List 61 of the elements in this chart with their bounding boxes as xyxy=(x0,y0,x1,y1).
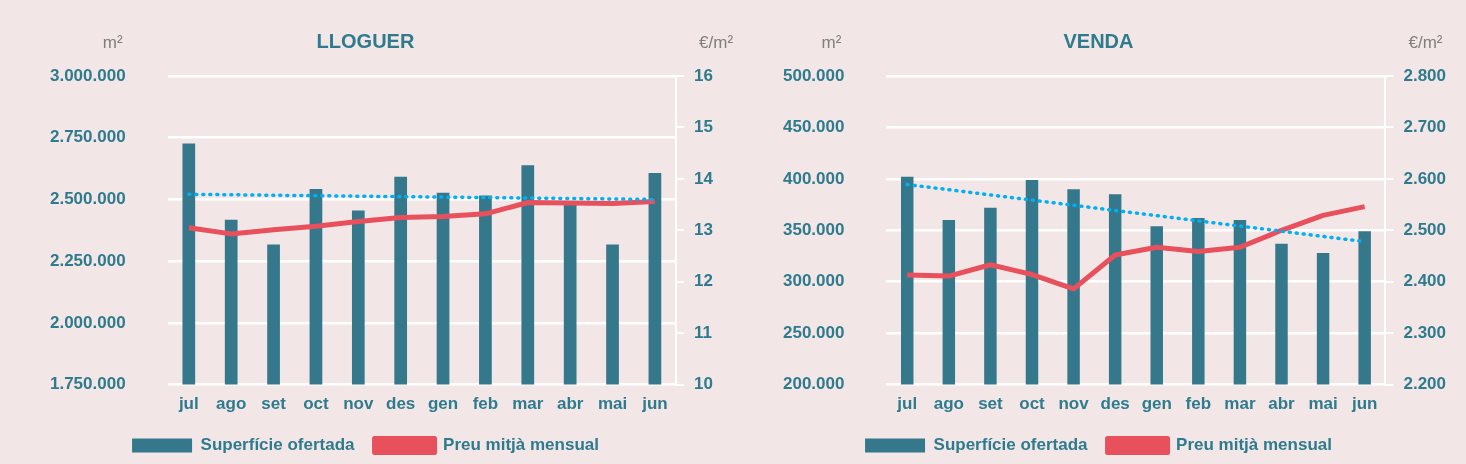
y2-tick-label: 2.400 xyxy=(1403,271,1447,291)
y2-tick-label: 15 xyxy=(694,117,714,137)
y-tick-label: 2.250.000 xyxy=(49,250,126,270)
y2-tick-label: 16 xyxy=(694,65,714,85)
y-tick-label: 500.000 xyxy=(783,65,845,85)
y-tick-label: 200.000 xyxy=(783,374,845,394)
y2-tick-label: 2.200 xyxy=(1403,374,1447,394)
chart-title: VENDA xyxy=(1063,29,1134,52)
y2-tick-label: 14 xyxy=(694,168,714,188)
x-tick-label: gen xyxy=(1141,394,1172,414)
x-tick-label: feb xyxy=(472,394,499,414)
y-tick-label: 250.000 xyxy=(783,322,845,342)
y-tick-label: 300.000 xyxy=(783,271,845,291)
x-tick-label: mar xyxy=(1224,394,1256,414)
x-tick-label: set xyxy=(978,394,1004,414)
x-tick-label: mar xyxy=(512,394,544,414)
x-tick-label: abr xyxy=(556,394,584,414)
y-tick-label: 3.000.000 xyxy=(49,65,126,85)
y2-axis-title: €/m² xyxy=(1408,33,1443,52)
x-tick-label: ago xyxy=(933,394,964,414)
y2-tick-label: 2.700 xyxy=(1403,117,1447,137)
y-tick-label: 2.000.000 xyxy=(49,312,126,332)
x-tick-label: nov xyxy=(1058,394,1090,414)
y-tick-label: 400.000 xyxy=(783,168,845,188)
y-tick-label: 2.500.000 xyxy=(49,189,126,209)
x-tick-label: des xyxy=(1100,394,1130,414)
legend-label: Superfície ofertada xyxy=(200,435,356,455)
x-tick-label: mai xyxy=(597,394,628,414)
y2-tick-label: 2.300 xyxy=(1403,322,1447,342)
y2-tick-label: 2.800 xyxy=(1403,65,1447,85)
x-tick-label: oct xyxy=(1019,394,1046,414)
y2-tick-label: 13 xyxy=(694,219,714,239)
legend-label: Superfície ofertada xyxy=(933,435,1089,455)
x-tick-label: abr xyxy=(1268,394,1296,414)
y2-tick-label: 10 xyxy=(694,374,714,394)
x-tick-label: ago xyxy=(216,394,247,414)
y-axis-title: m² xyxy=(821,33,842,52)
x-tick-label: oct xyxy=(303,394,330,414)
x-tick-label: set xyxy=(261,394,287,414)
y-axis-title: m² xyxy=(102,33,123,52)
x-tick-label: jun xyxy=(641,394,668,414)
x-tick-label: feb xyxy=(1185,394,1212,414)
legend-label: Preu mitjà mensual xyxy=(1176,435,1332,455)
y-tick-label: 450.000 xyxy=(783,117,845,137)
legend-label: Preu mitjà mensual xyxy=(443,435,599,455)
y-tick-label: 1.750.000 xyxy=(49,374,126,394)
y2-axis-title: €/m² xyxy=(699,33,734,52)
y-tick-label: 350.000 xyxy=(783,219,845,239)
x-tick-label: nov xyxy=(343,394,374,414)
x-tick-label: des xyxy=(386,394,416,414)
chart-title: LLOGUER xyxy=(316,29,415,52)
x-tick-label: gen xyxy=(427,394,459,414)
x-tick-label: jul xyxy=(896,394,918,414)
y2-tick-label: 2.500 xyxy=(1403,219,1447,239)
y2-tick-label: 11 xyxy=(694,322,713,342)
x-tick-label: jun xyxy=(1350,394,1378,414)
x-tick-label: jul xyxy=(177,394,199,414)
x-tick-label: mai xyxy=(1308,394,1338,414)
y-tick-label: 2.750.000 xyxy=(49,127,126,147)
y2-tick-label: 2.600 xyxy=(1403,168,1447,188)
y2-tick-label: 12 xyxy=(694,271,714,291)
